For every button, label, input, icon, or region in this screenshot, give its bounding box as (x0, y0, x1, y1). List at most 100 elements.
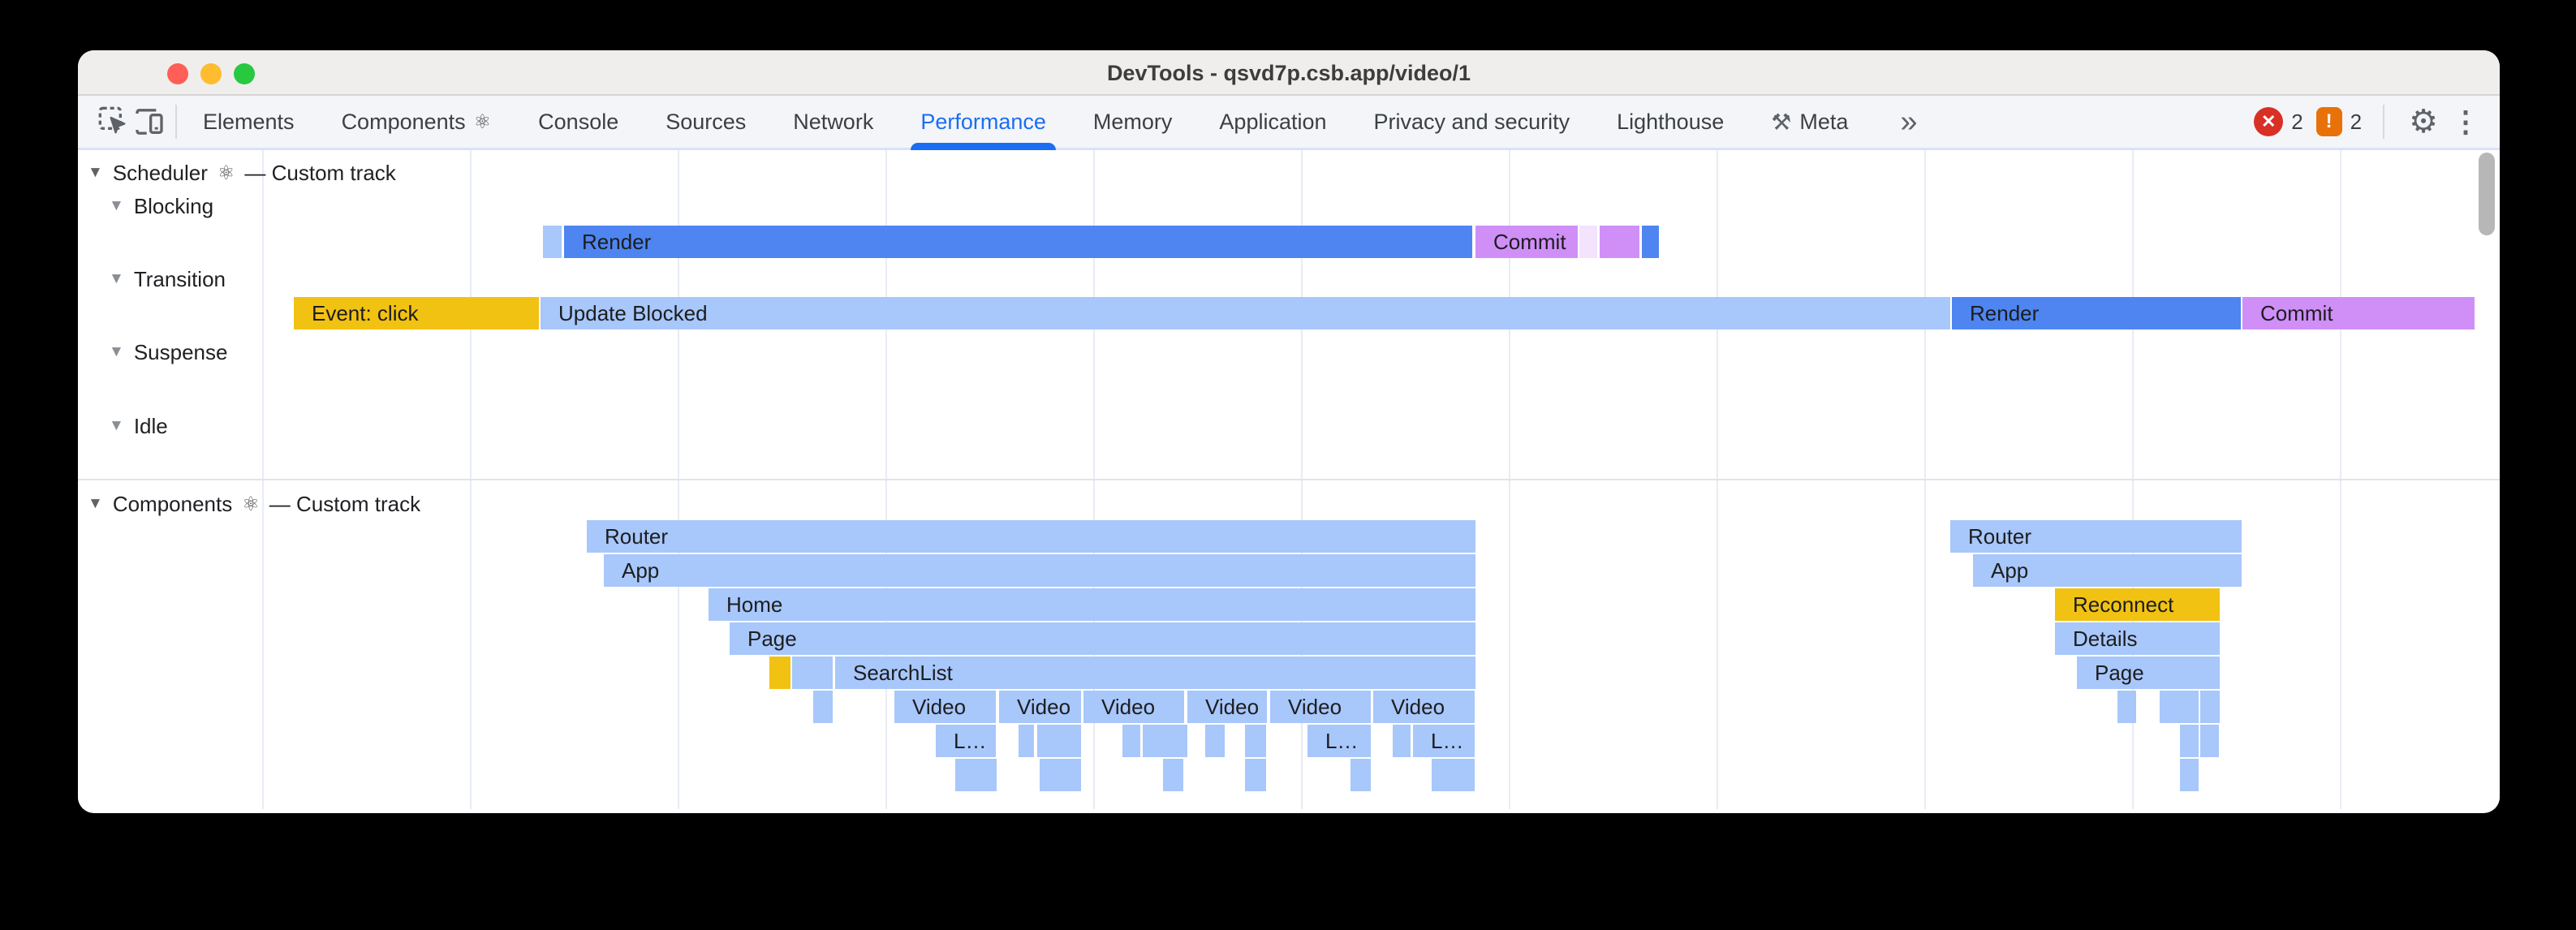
warning-badge-icon[interactable]: ! (2315, 107, 2342, 136)
flame-bar[interactable] (813, 691, 833, 723)
lane-blocking[interactable]: ▼ Blocking (109, 193, 214, 218)
flame-bar[interactable] (2200, 691, 2220, 723)
flame-bar-router[interactable]: Router (1950, 520, 2242, 553)
tab-elements[interactable]: Elements (203, 109, 295, 134)
flame-bar[interactable] (2200, 725, 2219, 757)
flame-bar-app[interactable]: App (604, 554, 1475, 587)
flame-bar-router[interactable]: Router (587, 520, 1475, 553)
flame-bar-update-blocked[interactable]: Update Blocked (541, 297, 1950, 329)
flame-bar[interactable] (1350, 759, 1371, 791)
close-window-button[interactable] (167, 63, 188, 84)
flame-bar[interactable] (1579, 226, 1597, 258)
flame-bar[interactable] (1037, 725, 1081, 757)
tab-lighthouse[interactable]: Lighthouse (1617, 109, 1725, 134)
flame-bar-l-[interactable]: L… (1413, 725, 1475, 757)
error-count: 2 (2291, 109, 2303, 134)
collapse-triangle-icon: ▼ (109, 270, 124, 287)
flame-bar-render[interactable]: Render (564, 226, 1472, 258)
tab-meta[interactable]: ⚒ Meta (1771, 109, 1849, 135)
flame-bar[interactable] (1122, 725, 1140, 757)
lane-transition[interactable]: ▼ Transition (109, 266, 226, 291)
three-dot-menu-icon[interactable]: ⋮ (2451, 105, 2480, 138)
flame-bar-video[interactable]: Video (999, 691, 1081, 723)
flame-bar-l-[interactable]: L… (936, 725, 996, 757)
flame-bar-home[interactable]: Home (709, 588, 1475, 621)
flame-bar-reconnect[interactable]: Reconnect (2055, 588, 2220, 621)
window-title: DevTools - qsvd7p.csb.app/video/1 (1106, 61, 1471, 85)
flame-bar-video[interactable]: Video (1373, 691, 1475, 723)
title-bar: DevTools - qsvd7p.csb.app/video/1 (78, 50, 2500, 96)
maximize-window-button[interactable] (234, 63, 255, 84)
devtools-window: DevTools - qsvd7p.csb.app/video/1 Elemen… (78, 50, 2500, 813)
flame-bar-commit[interactable]: Commit (1475, 226, 1578, 258)
flame-bar-video[interactable]: Video (1187, 691, 1267, 723)
panel-tabs: Elements Components ⚛ Console Sources Net… (203, 96, 1918, 150)
tab-network[interactable]: Network (793, 109, 874, 134)
flame-bar-commit[interactable]: Commit (2242, 297, 2475, 329)
flame-bar[interactable] (2180, 725, 2199, 757)
tab-performance[interactable]: Performance (911, 96, 1056, 150)
minimize-window-button[interactable] (200, 63, 222, 84)
flame-bar-app[interactable]: App (1973, 554, 2242, 587)
flame-bar[interactable] (2117, 691, 2136, 723)
flame-bar[interactable] (1245, 759, 1266, 791)
track-header-scheduler[interactable]: ▼ Scheduler ⚛ — Custom track (88, 160, 396, 185)
flame-bar[interactable] (955, 759, 997, 791)
device-toolbar-icon[interactable] (131, 104, 167, 140)
collapse-triangle-icon: ▼ (109, 417, 124, 434)
tab-privacy-and-security[interactable]: Privacy and security (1373, 109, 1570, 134)
lane-suspense[interactable]: ▼ Suspense (109, 339, 228, 364)
tab-components[interactable]: Components ⚛ (341, 109, 492, 134)
track-header-components[interactable]: ▼ Components ⚛ — Custom track (88, 491, 421, 516)
flame-bar-event-click[interactable]: Event: click (294, 297, 539, 329)
tab-application[interactable]: Application (1219, 109, 1327, 134)
tab-console[interactable]: Console (538, 109, 619, 134)
collapse-triangle-icon: ▼ (109, 343, 124, 360)
flame-bar[interactable] (1245, 725, 1266, 757)
flame-bar[interactable] (2160, 691, 2199, 723)
flame-bar-page[interactable]: Page (730, 622, 1475, 655)
performance-track-canvas: ▼ Scheduler ⚛ — Custom track ▼ Blocking … (78, 150, 2500, 809)
flame-bar[interactable] (1143, 725, 1187, 757)
vertical-scrollbar-thumb[interactable] (2479, 153, 2495, 235)
flame-bar[interactable] (1205, 725, 1225, 757)
flame-bar-video[interactable]: Video (894, 691, 996, 723)
collapse-triangle-icon: ▼ (109, 197, 124, 214)
flame-bar[interactable] (1040, 759, 1081, 791)
flame-bar-page[interactable]: Page (2077, 657, 2220, 689)
flame-bar-render[interactable]: Render (1952, 297, 2241, 329)
flame-bar[interactable] (543, 226, 562, 258)
flame-bar[interactable] (1432, 759, 1475, 791)
collapse-triangle-icon: ▼ (88, 495, 103, 512)
flame-bar[interactable] (1393, 725, 1411, 757)
flame-bar-video[interactable]: Video (1083, 691, 1184, 723)
flame-bar[interactable] (1600, 226, 1639, 258)
flame-bar-video[interactable]: Video (1270, 691, 1371, 723)
flame-bar-details[interactable]: Details (2055, 622, 2220, 655)
tab-memory[interactable]: Memory (1092, 109, 1173, 134)
tab-sources[interactable]: Sources (666, 109, 747, 134)
flame-bar[interactable] (769, 657, 790, 689)
toolbar-right-controls: ✕ 2 ! 2 ⚙ ⋮ (2254, 105, 2500, 139)
flame-bar[interactable] (1642, 226, 1659, 258)
toolbar-divider (2383, 105, 2385, 139)
collapse-triangle-icon: ▼ (88, 164, 103, 181)
flame-bar[interactable] (792, 657, 833, 689)
inspect-element-icon[interactable] (96, 104, 131, 140)
flame-bar[interactable] (2180, 759, 2199, 791)
settings-gear-icon[interactable]: ⚙ (2409, 104, 2438, 140)
react-atom-icon: ⚛ (242, 493, 260, 515)
track-separator (78, 479, 2500, 480)
more-tabs-icon[interactable]: » (1900, 105, 1918, 139)
react-atom-icon: ⚛ (473, 110, 492, 133)
error-badge-icon[interactable]: ✕ (2254, 107, 2284, 136)
lane-idle[interactable]: ▼ Idle (109, 413, 168, 438)
toolbar-divider (175, 105, 177, 139)
flame-bar[interactable] (1019, 725, 1034, 757)
react-atom-icon: ⚛ (217, 161, 235, 184)
flame-bar[interactable] (1163, 759, 1183, 791)
warning-count: 2 (2350, 109, 2363, 134)
flame-bar-searchlist[interactable]: SearchList (835, 657, 1475, 689)
flame-bar-l-[interactable]: L… (1307, 725, 1371, 757)
hammer-wrench-icon: ⚒ (1771, 109, 1792, 135)
